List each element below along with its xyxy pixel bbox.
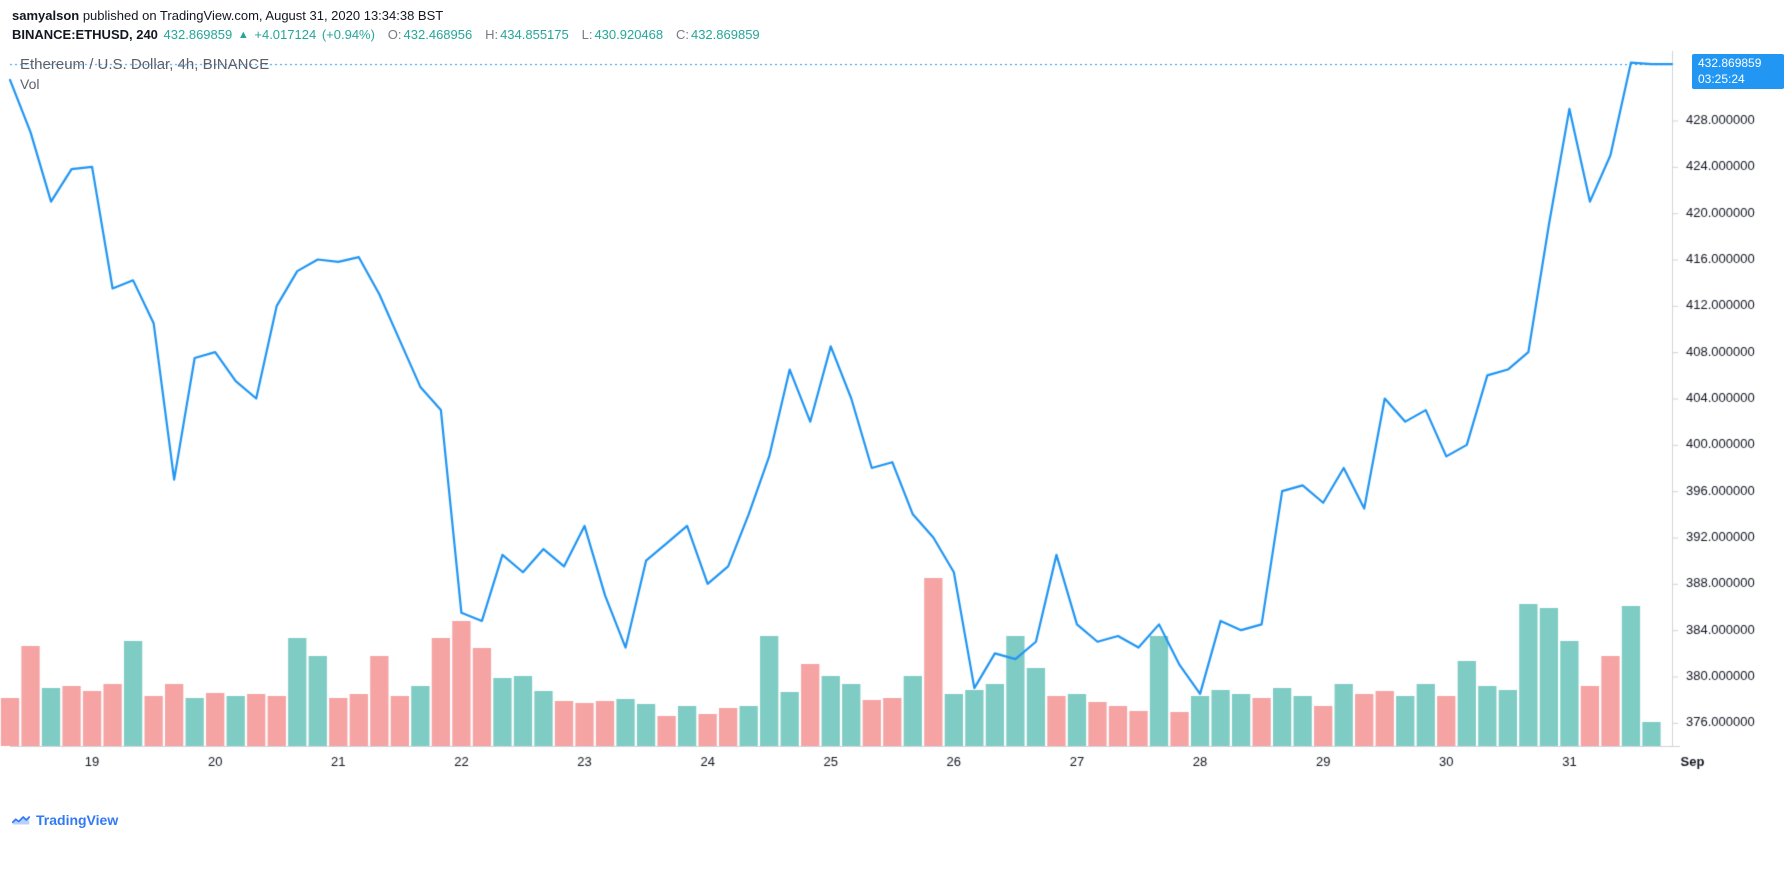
- change-pct: (+0.94%): [322, 27, 375, 42]
- chart-header: samyalson published on TradingView.com, …: [0, 0, 1792, 46]
- last-price: 432.869859: [164, 27, 233, 42]
- price-tag-price: 432.869859: [1698, 56, 1778, 72]
- brand-text: TradingView: [36, 812, 118, 828]
- footer-brand: TradingView: [0, 806, 1792, 834]
- o-value: 432.468956: [404, 27, 473, 42]
- up-arrow-icon: ▲: [238, 29, 249, 41]
- volume-label: Vol: [20, 76, 39, 92]
- symbol-ohlc: BINANCE:ETHUSD, 240 432.869859 ▲ +4.0171…: [12, 27, 1780, 42]
- symbol: BINANCE:ETHUSD, 240: [12, 27, 158, 42]
- tradingview-logo-icon: [12, 814, 30, 826]
- chart-area[interactable]: Ethereum / U.S. Dollar, 4h, BINANCE Vol …: [0, 46, 1792, 806]
- publish-info: samyalson published on TradingView.com, …: [12, 8, 1780, 23]
- c-label: C:: [676, 27, 689, 42]
- price-tag-countdown: 03:25:24: [1698, 72, 1778, 88]
- price-chart-canvas[interactable]: [0, 46, 1792, 806]
- chart-title: Ethereum / U.S. Dollar, 4h, BINANCE: [20, 56, 269, 73]
- c-value: 432.869859: [691, 27, 760, 42]
- h-label: H:: [485, 27, 498, 42]
- l-value: 430.920468: [594, 27, 663, 42]
- author-name: samyalson: [12, 8, 79, 23]
- l-label: L:: [582, 27, 593, 42]
- change-abs: +4.017124: [254, 27, 316, 42]
- o-label: O:: [388, 27, 402, 42]
- h-value: 434.855175: [500, 27, 569, 42]
- publish-text: published on TradingView.com, August 31,…: [79, 8, 443, 23]
- last-price-tag: 432.869859 03:25:24: [1692, 54, 1784, 89]
